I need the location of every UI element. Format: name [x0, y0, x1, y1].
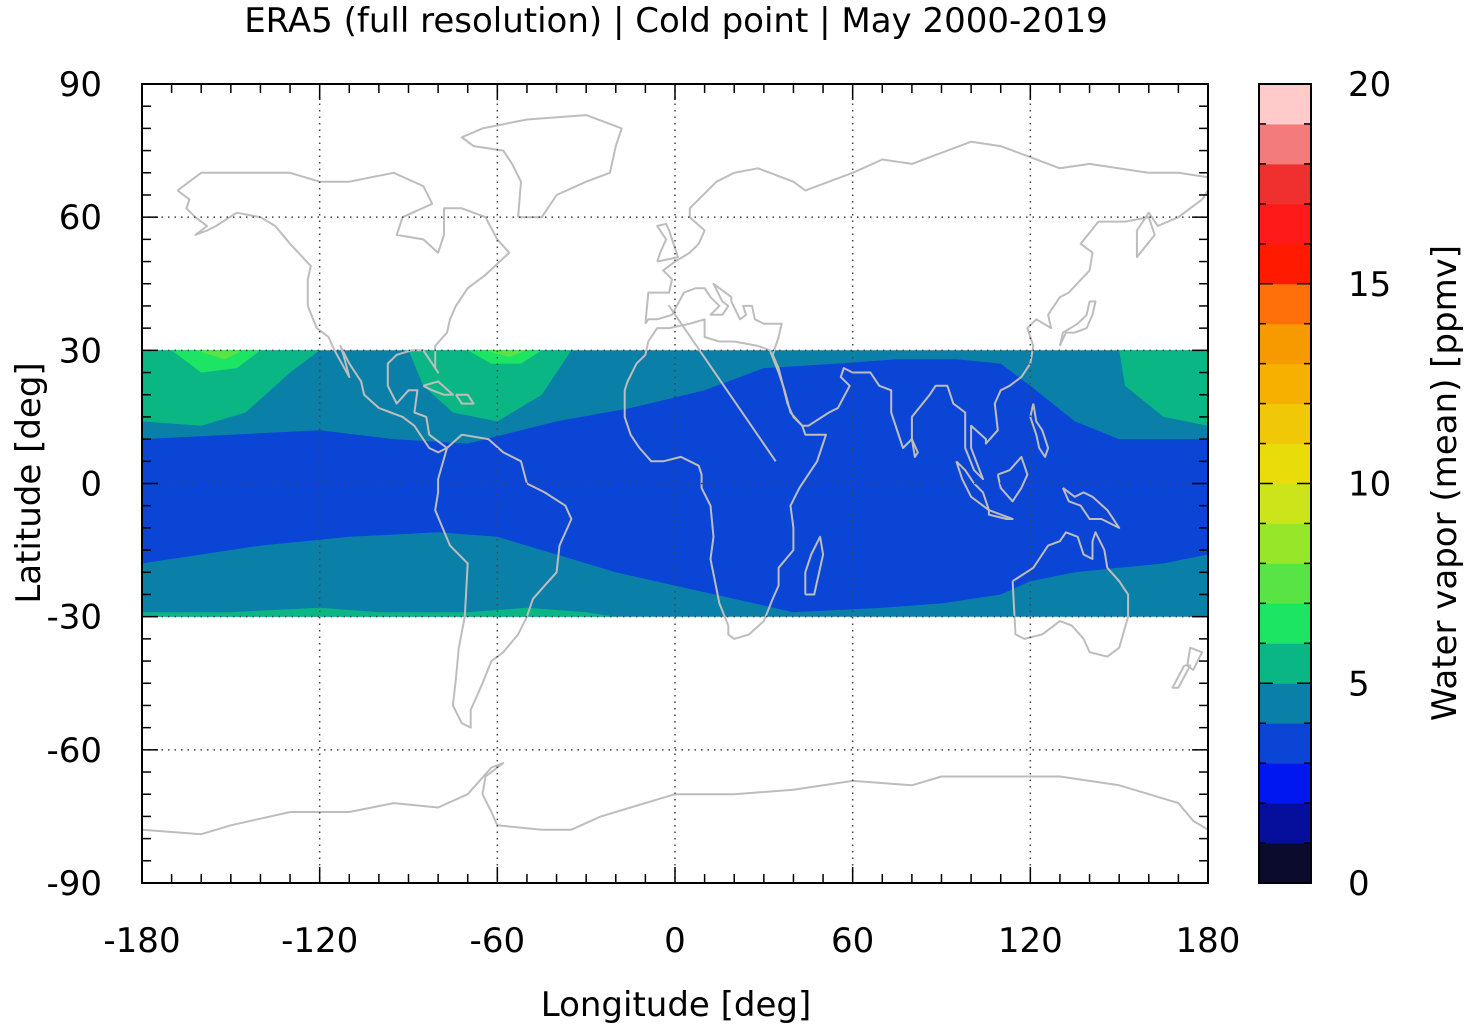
- colorbar-tick-label: 20: [1348, 65, 1391, 105]
- coastline: [460, 114, 623, 219]
- colorbar-level: [1259, 443, 1311, 484]
- colorbar-level: [1259, 243, 1311, 285]
- coastline: [1011, 531, 1130, 658]
- field-region-6-7: [171, 350, 261, 373]
- x-axis: -180 -120 -60 0 60 120 180: [103, 84, 1240, 961]
- field-region-7-8: [195, 350, 243, 360]
- coastline: [668, 304, 777, 462]
- coastline: [142, 762, 1208, 836]
- colorbar-level: [1259, 84, 1311, 125]
- colorbar-level: [1259, 603, 1311, 644]
- coastline: [996, 455, 1029, 503]
- field-region-3-4: [142, 359, 1208, 613]
- colorbar-level: [1259, 283, 1311, 325]
- x-tick-label: -120: [281, 921, 358, 961]
- x-tick-label: 60: [831, 921, 874, 961]
- colorbar-level: [1259, 723, 1311, 764]
- colorbar-level: [1259, 203, 1311, 245]
- colorbar-tick-label: 15: [1348, 265, 1391, 305]
- coastline: [1061, 487, 1121, 529]
- colorbar-level: [1259, 843, 1311, 884]
- coastline: [656, 222, 679, 263]
- y-tick-label: -30: [46, 598, 102, 638]
- y-tick-label: 30: [59, 331, 102, 371]
- coastline: [1058, 300, 1097, 347]
- field-region-5-6: [142, 607, 616, 617]
- colorbar-level: [1259, 523, 1311, 564]
- coastline: [804, 535, 825, 596]
- field-region-7-8: [485, 350, 527, 357]
- coastline: [176, 171, 511, 454]
- colorbar-level: [1259, 803, 1311, 844]
- colorbar-level: [1259, 683, 1311, 724]
- x-tick-label: -180: [103, 921, 180, 961]
- x-tick-label: -60: [470, 921, 526, 961]
- colorbar-level: [1259, 163, 1311, 205]
- colorbar-level: [1259, 643, 1311, 684]
- colorbar-tick-label: 5: [1348, 664, 1370, 704]
- coastline: [910, 438, 919, 458]
- x-tick-label: 180: [1176, 921, 1241, 961]
- field-region-6-7: [467, 350, 542, 364]
- coastline: [987, 509, 1014, 520]
- colorbar-level: [1259, 483, 1311, 524]
- x-tick-label: 0: [664, 921, 686, 961]
- coastline: [422, 380, 454, 396]
- colorbar-level: [1259, 763, 1311, 804]
- chart-title: ERA5 (full resolution) | Cold point | Ma…: [244, 1, 1108, 41]
- field-region-5-6: [408, 350, 572, 422]
- coastline: [1186, 646, 1204, 671]
- colorbar: 20 15 10 5 0: [1258, 65, 1391, 904]
- colorbar-level: [1259, 403, 1311, 445]
- coastline: [1029, 403, 1050, 458]
- colorbar-level: [1259, 123, 1311, 165]
- colorbar-tick-label: 10: [1348, 465, 1391, 505]
- coastline: [1171, 664, 1192, 689]
- y-axis: 90 60 30 0 -30 -60 -90: [46, 65, 1208, 904]
- colorbar-level: [1259, 563, 1311, 604]
- x-axis-title: Longitude [deg]: [541, 985, 812, 1025]
- y-axis-title: Latitude [deg]: [9, 362, 49, 603]
- y-tick-label: -90: [46, 864, 102, 904]
- y-tick-label: 60: [59, 198, 102, 238]
- y-tick-label: -60: [46, 731, 102, 771]
- coastline: [644, 140, 1208, 481]
- colorbar-level: [1259, 363, 1311, 405]
- x-tick-label: 120: [998, 921, 1063, 961]
- y-tick-label: 0: [80, 465, 102, 505]
- field-region-5-6: [142, 350, 320, 426]
- coastline: [455, 393, 475, 405]
- field-region-5-6: [1119, 350, 1208, 426]
- colorbar-tick-label: 0: [1348, 864, 1370, 904]
- colorbar-level: [1259, 323, 1311, 365]
- y-tick-label: 90: [59, 65, 102, 105]
- colorbar-title: Water vapor (mean) [ppmv]: [1425, 245, 1465, 721]
- coastline: [955, 460, 990, 512]
- coastline: [623, 318, 827, 640]
- grid-lines: [142, 84, 1208, 883]
